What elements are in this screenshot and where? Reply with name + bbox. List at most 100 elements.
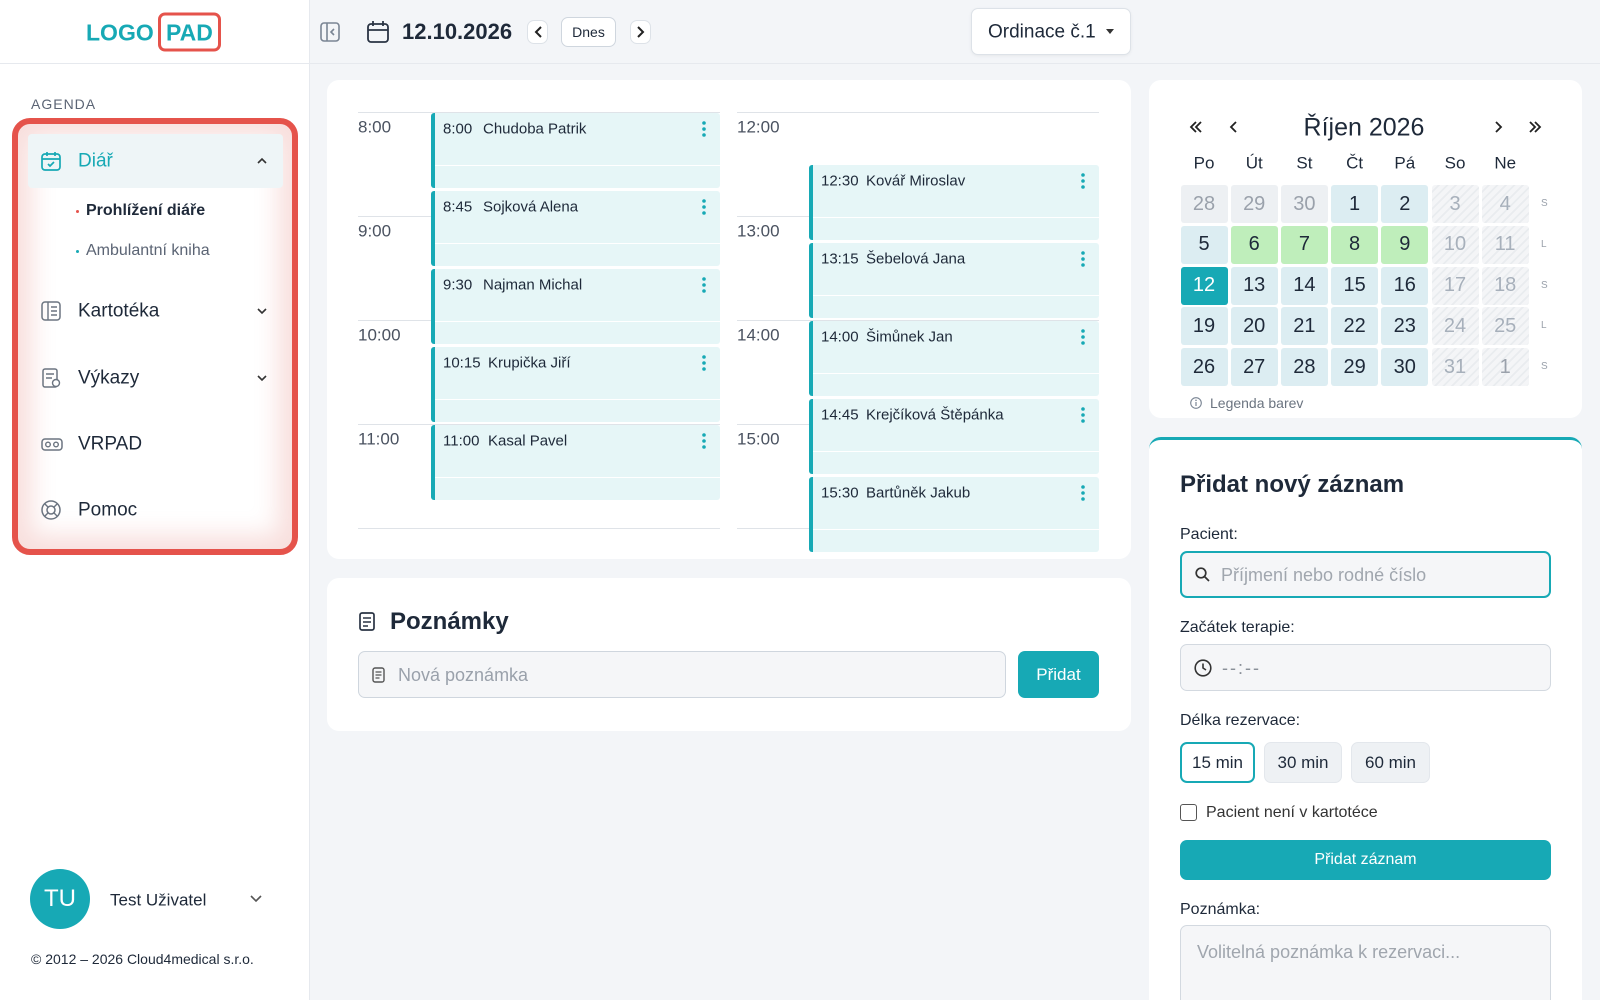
- prev-month[interactable]: [1229, 121, 1237, 133]
- calendar-day[interactable]: 18: [1481, 266, 1529, 305]
- checkbox-label[interactable]: Pacient není v kartotéce: [1206, 804, 1378, 821]
- weekday: St: [1296, 153, 1313, 173]
- nav-bullet: [76, 250, 79, 253]
- submit-button[interactable]: Přidat záznam: [1180, 840, 1551, 880]
- nav-subitem[interactable]: Ambulantní kniha: [86, 242, 210, 259]
- checkbox[interactable]: [1180, 804, 1197, 821]
- nav-item[interactable]: VRPAD: [78, 433, 143, 455]
- next-day[interactable]: [630, 20, 651, 44]
- calendar-day[interactable]: 22: [1331, 307, 1379, 346]
- week-label: L: [1541, 238, 1547, 250]
- appointment[interactable]: 8:45 Sojková Alena: [431, 191, 720, 266]
- legend-link[interactable]: Legenda barev: [1210, 395, 1304, 411]
- duration-option[interactable]: 30 min: [1264, 742, 1342, 783]
- calendar-day[interactable]: 4: [1481, 185, 1529, 223]
- appointment-menu: [1081, 173, 1085, 189]
- hour-line: [358, 424, 720, 425]
- next-year[interactable]: [1529, 121, 1542, 133]
- calendar-day[interactable]: 10: [1431, 225, 1479, 264]
- calendar-day[interactable]: 7: [1280, 225, 1328, 264]
- appointment-time: 9:30: [443, 276, 473, 294]
- calendar-day[interactable]: 21: [1280, 307, 1328, 346]
- user-chevron[interactable]: [250, 895, 262, 903]
- appointment[interactable]: 15:30 Bartůněk Jakub: [809, 477, 1099, 552]
- weekday: Po: [1193, 153, 1215, 173]
- appointment[interactable]: 12:30 Kovář Miroslav: [809, 165, 1099, 240]
- add-note-button[interactable]: Přidat: [1018, 651, 1099, 698]
- calendar-day[interactable]: 5: [1180, 225, 1228, 264]
- topbar-divider: [0, 63, 1600, 64]
- calendar-day[interactable]: 15: [1331, 266, 1379, 305]
- avatar[interactable]: TU: [30, 869, 90, 929]
- appointment[interactable]: 14:00 Šimůnek Jan: [809, 321, 1099, 396]
- nav-item[interactable]: Kartotéka: [78, 300, 160, 322]
- calendar-day[interactable]: 28: [1280, 348, 1328, 387]
- calendar-day[interactable]: 1: [1481, 348, 1529, 387]
- calendar-day[interactable]: 31: [1431, 348, 1479, 387]
- appointment[interactable]: 14:45 Krejčíková Štěpánka: [809, 399, 1099, 474]
- calendar-day[interactable]: 23: [1381, 307, 1429, 346]
- user-name[interactable]: Test Uživatel: [110, 890, 207, 910]
- calendar-day[interactable]: 6: [1230, 225, 1278, 264]
- nav-subitem[interactable]: Prohlížení diáře: [86, 202, 206, 219]
- appointment-divider: [435, 477, 720, 478]
- sidebar-toggle[interactable]: [320, 22, 340, 42]
- nav-bullet: [76, 210, 79, 213]
- note-textarea[interactable]: [1180, 925, 1551, 1000]
- week-label: S: [1541, 361, 1548, 373]
- appointment[interactable]: 8:00 Chudoba Patrik: [431, 113, 720, 188]
- appointment[interactable]: 11:00 Kasal Pavel: [431, 425, 720, 500]
- calendar-day[interactable]: 27: [1230, 348, 1278, 387]
- nav-item[interactable]: Pomoc: [78, 499, 138, 521]
- calendar-day[interactable]: 29: [1331, 348, 1379, 387]
- calendar-day[interactable]: 25: [1481, 307, 1529, 346]
- calendar-day[interactable]: 14: [1280, 266, 1328, 305]
- patient-input[interactable]: [1180, 551, 1551, 598]
- calendar-day[interactable]: 28: [1180, 185, 1228, 223]
- calendar-day[interactable]: 30: [1280, 185, 1328, 223]
- prev-day[interactable]: [527, 20, 548, 44]
- office-caret[interactable]: [1106, 29, 1114, 34]
- office-select[interactable]: [971, 8, 1131, 55]
- nav-chevron: [257, 375, 267, 382]
- calendar-day[interactable]: 29: [1230, 185, 1278, 223]
- appointment-divider: [435, 399, 720, 400]
- nav-active-bg: [28, 134, 283, 188]
- calendar-day[interactable]: 26: [1180, 348, 1228, 387]
- calendar-day[interactable]: 9: [1381, 225, 1429, 264]
- calendar-day[interactable]: 30: [1381, 348, 1429, 387]
- note-input[interactable]: [358, 651, 1006, 698]
- calendar-day[interactable]: 12: [1180, 266, 1228, 305]
- start-placeholder: --:--: [1222, 658, 1261, 678]
- duration-option[interactable]: 60 min: [1351, 742, 1430, 783]
- next-month[interactable]: [1495, 121, 1503, 133]
- duration-option[interactable]: 15 min: [1180, 742, 1255, 783]
- calendar-day[interactable]: 24: [1431, 307, 1479, 346]
- today-button[interactable]: Dnes: [561, 17, 616, 47]
- office-label[interactable]: Ordinace č.1: [988, 21, 1096, 43]
- nav-chevron: [257, 157, 267, 164]
- calendar-day[interactable]: 16: [1381, 266, 1429, 305]
- calendar-day[interactable]: 2: [1381, 185, 1429, 223]
- patient-placeholder: Příjmení nebo rodné číslo: [1221, 565, 1427, 585]
- nav-item[interactable]: Výkazy: [78, 367, 140, 389]
- calendar-day[interactable]: 13: [1230, 266, 1278, 305]
- calendar-day[interactable]: 11: [1481, 225, 1529, 264]
- appointment[interactable]: 10:15 Krupička Jiří: [431, 347, 720, 422]
- prev-year[interactable]: [1189, 121, 1202, 133]
- calendar-day[interactable]: 3: [1431, 185, 1479, 223]
- appointment[interactable]: 13:15 Šebelová Jana: [809, 243, 1099, 318]
- calendar-day[interactable]: 8: [1331, 225, 1379, 264]
- nav-item[interactable]: Diář: [78, 150, 113, 172]
- hour-label: 11:00: [358, 429, 400, 449]
- calendar-day[interactable]: 17: [1431, 266, 1479, 305]
- appointment-menu: [1081, 329, 1085, 345]
- calendar-day[interactable]: 1: [1331, 185, 1379, 223]
- appointment-divider: [813, 529, 1099, 530]
- start-input[interactable]: [1180, 644, 1551, 691]
- appointment-time: 8:45: [443, 198, 473, 216]
- calendar-day[interactable]: 20: [1230, 307, 1278, 346]
- calendar-day[interactable]: 19: [1180, 307, 1228, 346]
- appointment[interactable]: 9:30 Najman Michal: [431, 269, 720, 344]
